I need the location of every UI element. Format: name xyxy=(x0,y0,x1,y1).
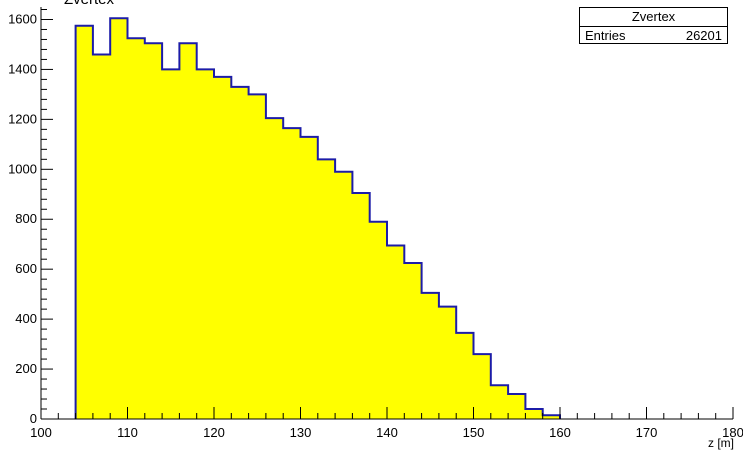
y-tick-label: 1600 xyxy=(8,11,37,26)
y-tick-label: 800 xyxy=(15,211,37,226)
y-tick-label: 1200 xyxy=(8,111,37,126)
x-tick-label: 120 xyxy=(203,425,225,440)
y-tick-label: 200 xyxy=(15,361,37,376)
y-tick-label: 600 xyxy=(15,261,37,276)
x-tick-label: 110 xyxy=(117,425,138,440)
x-axis-title: z [m] xyxy=(708,436,734,450)
x-tick-label: 170 xyxy=(636,425,658,440)
y-tick-label: 1000 xyxy=(8,161,37,176)
histogram-bin-16 xyxy=(352,193,371,419)
histogram-bin-14 xyxy=(317,159,336,419)
histogram-bin-4 xyxy=(144,43,163,420)
histogram-bin-10 xyxy=(248,94,267,420)
stats-box: Zvertex Entries 26201 xyxy=(579,7,728,44)
x-tick-label: 180 xyxy=(722,425,743,440)
histogram-bin-23 xyxy=(473,354,492,419)
y-tick-label: 1400 xyxy=(8,61,37,76)
stats-entries-value: 26201 xyxy=(685,28,722,43)
histogram-bin-26 xyxy=(525,409,544,419)
x-tick-label: 100 xyxy=(30,425,52,440)
histogram-bin-1 xyxy=(92,54,111,420)
stats-entries-label: Entries xyxy=(585,28,626,43)
histogram-bin-0 xyxy=(75,25,94,420)
histogram-bin-2 xyxy=(110,18,129,420)
histogram-bin-19 xyxy=(404,262,423,419)
histogram-bin-20 xyxy=(421,292,440,419)
histogram-bin-17 xyxy=(369,221,388,419)
stats-entries-row: Entries 26201 xyxy=(580,27,727,45)
histogram-outline xyxy=(74,17,561,419)
histogram-bin-12 xyxy=(283,128,302,419)
x-tick-label: 150 xyxy=(463,425,485,440)
histogram-bin-25 xyxy=(508,394,526,419)
histogram-bin-6 xyxy=(179,43,198,420)
x-axis-ticks: 100 110 120 130 140 150 160 170 180 xyxy=(30,407,743,440)
stats-box-title: Zvertex xyxy=(580,8,727,27)
histogram-bin-22 xyxy=(456,332,475,419)
histogram-bin-18 xyxy=(387,245,405,419)
histogram-bin-11 xyxy=(265,118,284,420)
histogram-bin-15 xyxy=(335,171,353,419)
x-tick-label: 130 xyxy=(290,425,312,440)
histogram-bin-24 xyxy=(490,385,509,419)
histogram-bin-27 xyxy=(542,415,561,419)
histogram-bin-8 xyxy=(214,76,232,419)
chart-title: Zvertex xyxy=(64,0,114,8)
histogram-fill xyxy=(75,18,561,420)
y-axis-ticks: 0 200 400 600 800 1000 1200 1400 1600 xyxy=(8,8,53,426)
histogram-bin-5 xyxy=(162,69,180,419)
x-tick-label: 160 xyxy=(549,425,571,440)
y-tick-label: 400 xyxy=(15,311,37,326)
histogram-bin-21 xyxy=(438,306,457,419)
histogram-bin-9 xyxy=(231,86,250,420)
histogram-bin-13 xyxy=(300,136,319,420)
histogram-bin-3 xyxy=(127,38,146,419)
y-tick-label: 0 xyxy=(30,411,37,426)
histogram-bin-7 xyxy=(196,69,215,419)
x-tick-label: 140 xyxy=(376,425,398,440)
